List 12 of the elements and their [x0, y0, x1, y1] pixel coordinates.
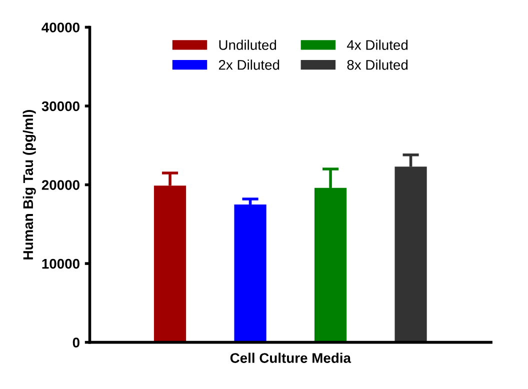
legend-label: Undiluted: [219, 40, 276, 50]
y-tick-label: 30000: [42, 101, 80, 112]
y-tick-label: 0: [72, 338, 80, 348]
y-axis-title: Human Big Tau (pg/ml): [22, 110, 36, 260]
legend-label: 4x Diluted: [346, 40, 408, 50]
y-tick-label: 20000: [42, 180, 80, 190]
y-tick-label: 10000: [42, 258, 80, 269]
legend-label: 8x Diluted: [347, 60, 408, 70]
x-axis-title: Cell Culture Media: [230, 352, 352, 363]
bar: [234, 204, 266, 342]
y-tick-label: 40000: [42, 22, 80, 32]
legend-label: 2x Diluted: [218, 60, 280, 70]
